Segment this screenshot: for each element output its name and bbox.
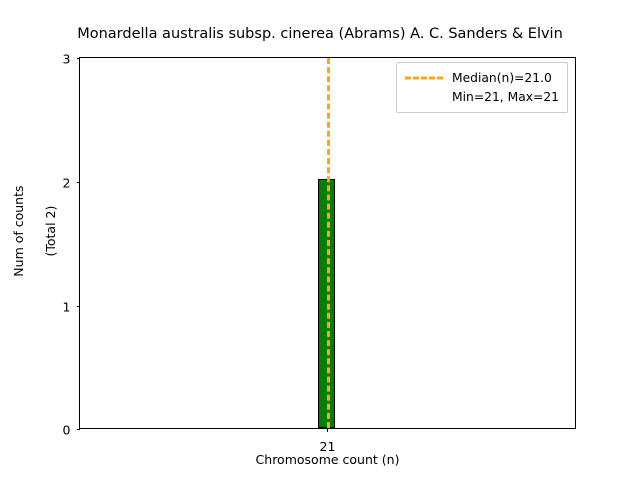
legend-entry-median: Median(n)=21.0 <box>405 68 559 87</box>
y-tick-label-3: 3 <box>62 51 71 67</box>
legend-label-minmax: Min=21, Max=21 <box>452 89 559 104</box>
chart-legend: Median(n)=21.0 Min=21, Max=21 <box>396 62 568 113</box>
legend-swatch-median-dashed-line <box>405 68 443 87</box>
y-axis-label: Num of counts (Total 2) <box>11 0 59 276</box>
y-tick-label-1: 1 <box>62 299 71 315</box>
y-axis-label-line2: (Total 2) <box>43 205 59 257</box>
x-tick-21: 21 <box>320 428 335 454</box>
legend-label-median: Median(n)=21.0 <box>452 70 552 85</box>
y-tick-label-2: 2 <box>62 175 71 191</box>
chart-title: Monardella australis subsp. cinerea (Abr… <box>77 26 563 42</box>
median-line <box>326 58 330 428</box>
y-tick-3: 3 <box>63 52 80 67</box>
x-axis-label: Chromosome count (n) <box>255 452 400 467</box>
plot-axes: 0 1 2 3 21 <box>63 52 576 454</box>
y-tick-label-0: 0 <box>62 422 71 438</box>
y-tick-1: 1 <box>63 299 80 314</box>
y-tick-0: 0 <box>63 423 80 438</box>
legend-entry-minmax: Min=21, Max=21 <box>405 87 559 106</box>
y-tick-2: 2 <box>63 175 80 190</box>
x-tick-label-21: 21 <box>319 438 336 454</box>
y-axis-label-line1: Num of counts <box>10 185 26 277</box>
plot-area <box>80 58 575 428</box>
